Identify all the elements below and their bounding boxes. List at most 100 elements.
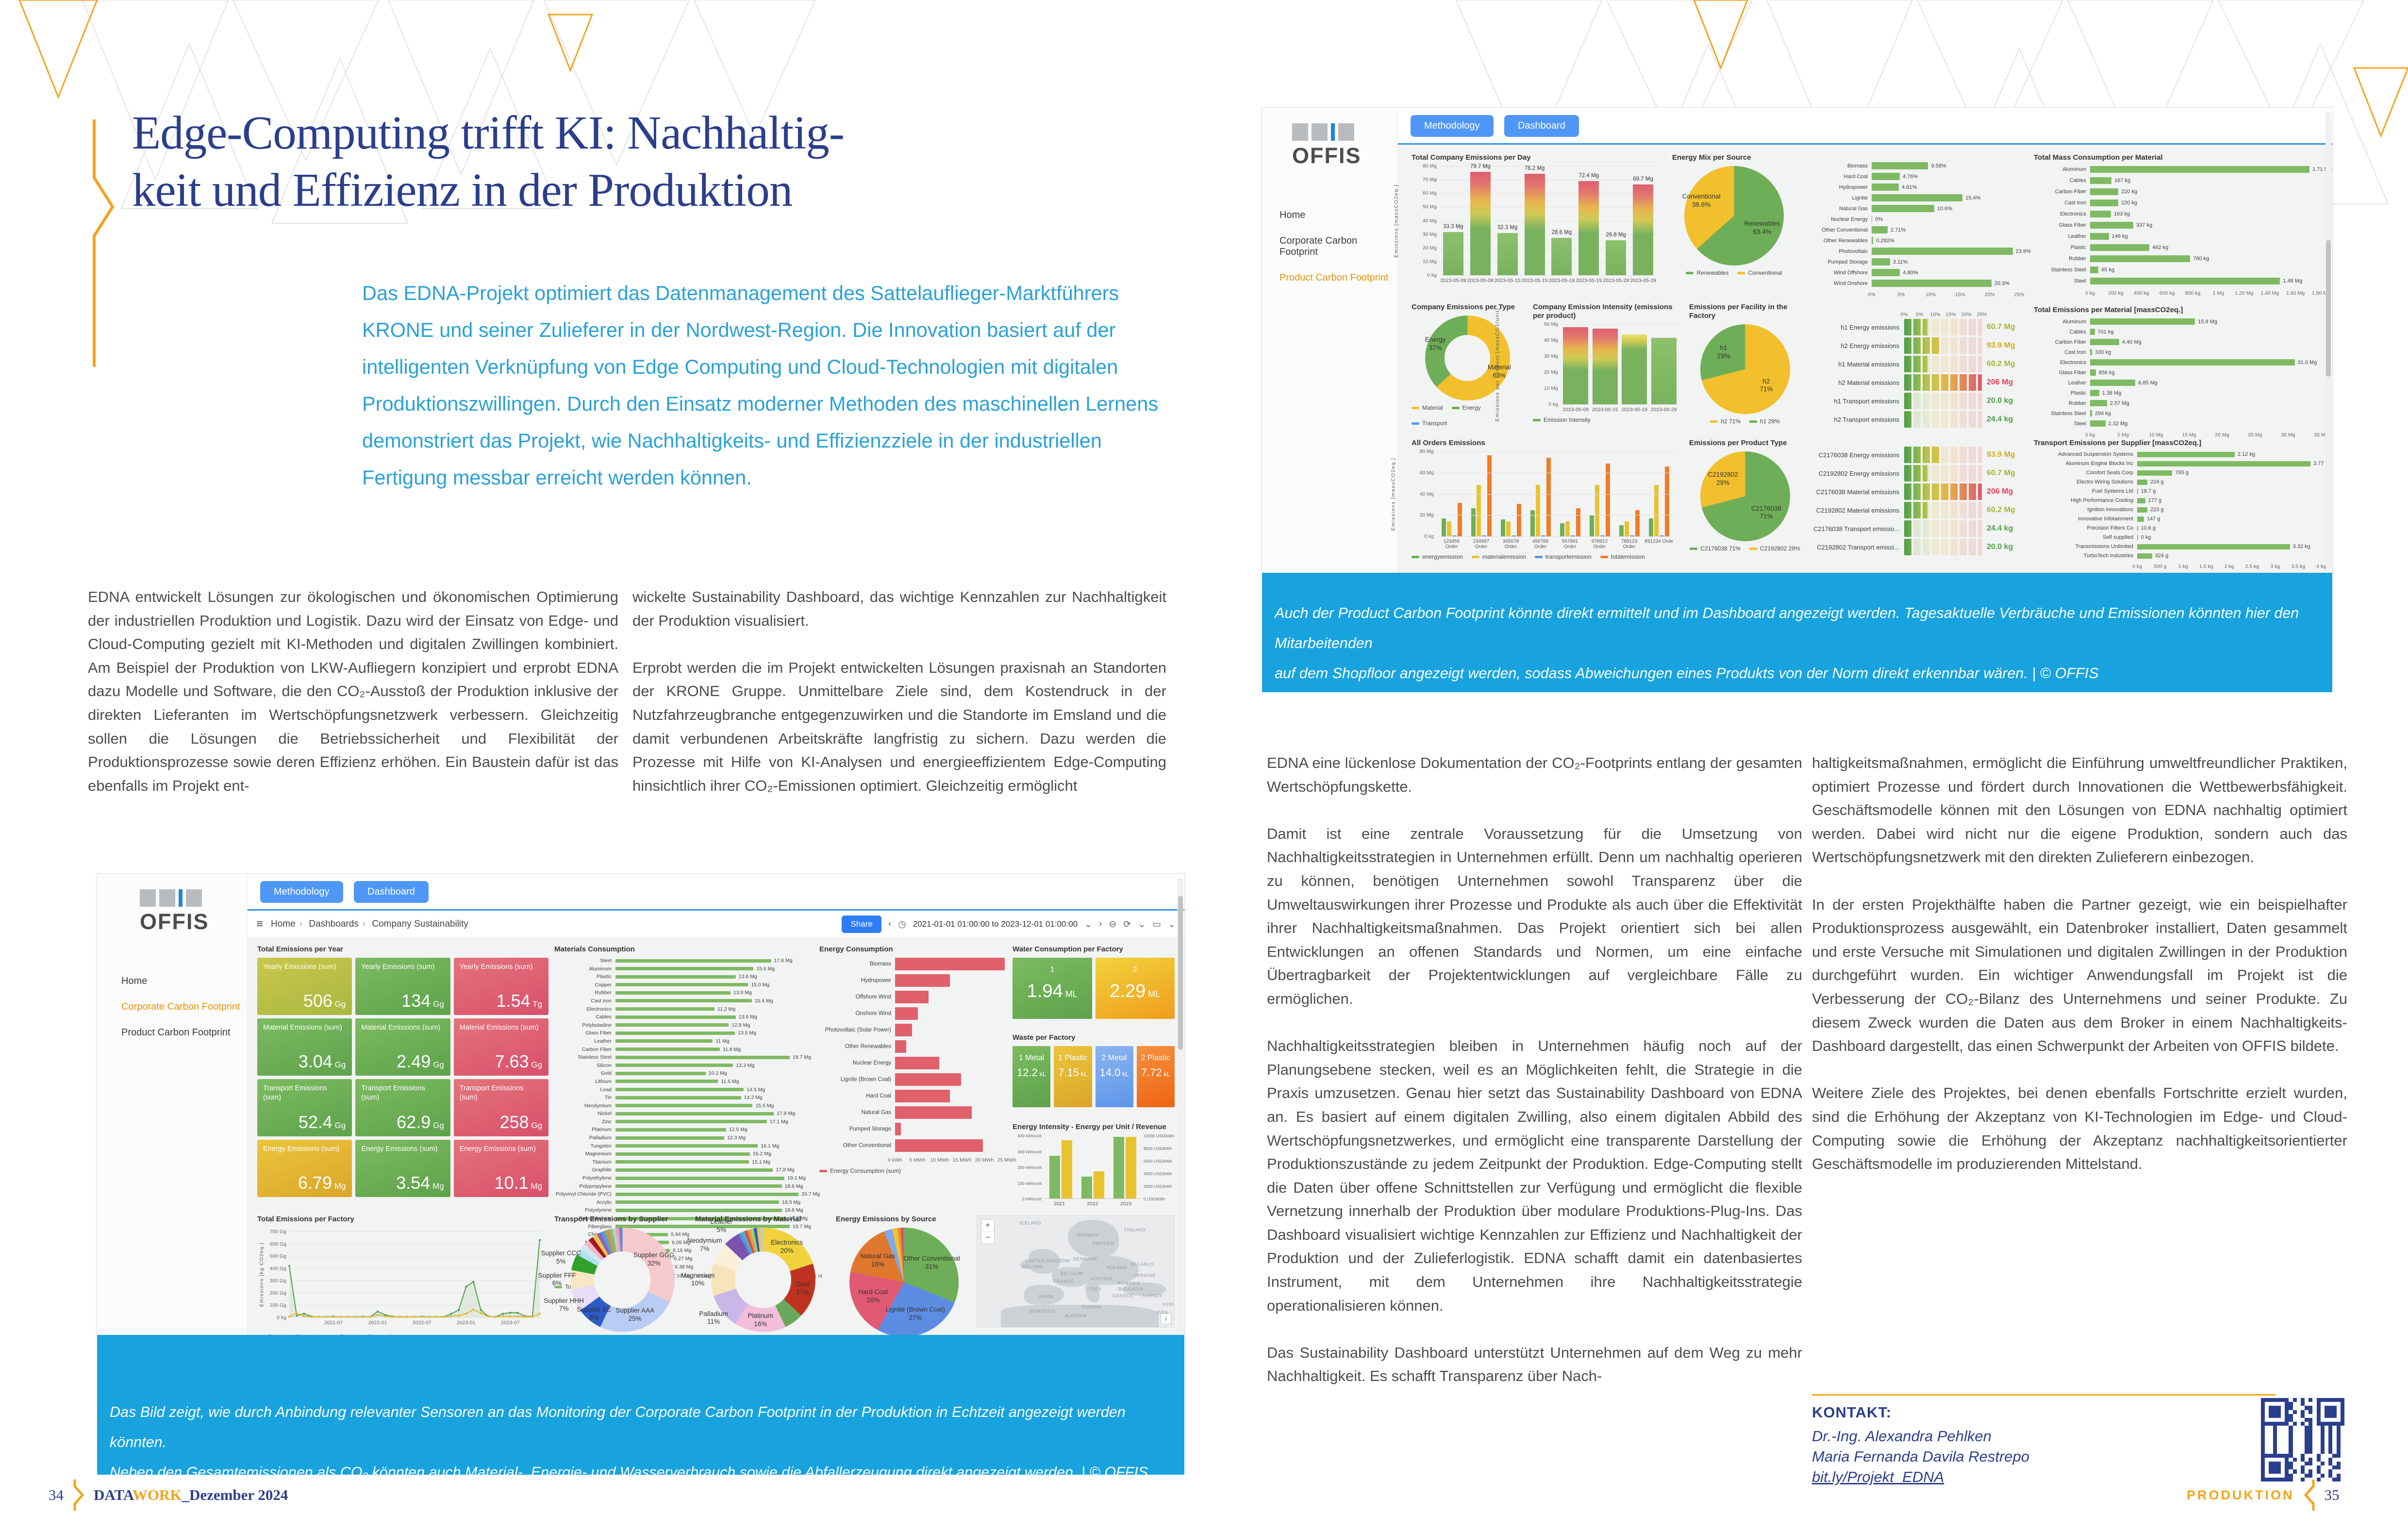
bar	[2137, 451, 2235, 457]
qr-cell	[2265, 1477, 2269, 1481]
heat-row-label: C2176038 Transport emissio...	[1813, 525, 1899, 533]
qr-cell	[2281, 1402, 2285, 1406]
pie-label: Lignite (Brown Coal) 27%	[885, 1306, 945, 1322]
zoom-out-button[interactable]: −	[985, 1233, 990, 1242]
project-link[interactable]: bit.ly/Projekt_EDNA	[1812, 1468, 1944, 1485]
sidebar-item-product-carbon-footprint[interactable]: Product Carbon Footprint	[1279, 272, 1389, 283]
kpi-value: 52.4 Gg	[298, 1112, 346, 1132]
bar-label: Ignition Innovations	[2087, 507, 2133, 513]
share-button[interactable]: Share	[842, 915, 881, 933]
qr-cell	[2336, 1430, 2341, 1434]
qr-cell	[2320, 1437, 2325, 1442]
pie-label-name: Material	[1487, 364, 1511, 371]
scrollbar[interactable]	[1178, 878, 1183, 1331]
qr-cell	[2261, 1457, 2265, 1462]
prev-range-icon[interactable]: ‹	[888, 919, 892, 929]
chart-title: All Orders Emissions	[1412, 439, 1485, 447]
sidebar-item-corporate-carbon-footprint[interactable]: Corporate Carbon Footprint	[121, 1001, 240, 1012]
kwh-bar	[1081, 1176, 1092, 1198]
sidebar-item-corporate-carbon-footprint[interactable]: Corporate Carbon Footprint	[1279, 235, 1358, 257]
sidebar-item-home[interactable]: Home	[1279, 210, 1306, 220]
zoom-in-button[interactable]: +	[981, 1220, 994, 1232]
sidebar-item-home[interactable]: Home	[121, 976, 148, 986]
qr-cell	[2269, 1410, 2273, 1414]
heat-row-value: 206 Mg	[1987, 378, 2013, 386]
refresh-icon[interactable]: ⟳	[1123, 919, 1131, 930]
qr-cell	[2265, 1462, 2269, 1465]
bar-value: 5.94 Mg	[671, 1231, 690, 1238]
qr-code	[2261, 1398, 2344, 1481]
pie-label-value: 6%	[552, 1280, 562, 1287]
pie-label-value: 36.6%	[1692, 201, 1711, 209]
qr-cell	[2277, 1402, 2281, 1406]
kpi-label: Yearly Emissions (sum)	[263, 963, 336, 971]
bar-label: Nuclear Energy	[852, 1060, 891, 1066]
bar	[615, 1080, 718, 1083]
bar-row: Aluminum 1.71 Mg	[2034, 166, 2332, 173]
pie-label: Hard Coal 20%	[858, 1288, 888, 1305]
left-tick: 200 kWh/unit	[1017, 1165, 1042, 1170]
kpi-label: Transport Emissions (sum)	[459, 1084, 524, 1101]
qr-cell	[2325, 1454, 2328, 1458]
qr-cell	[2273, 1453, 2277, 1458]
pie-label-name: Neodymium	[687, 1237, 722, 1245]
bar-row: Leather 146 kg	[2034, 233, 2321, 240]
more-dropdown-icon[interactable]: ⌄	[1168, 919, 1176, 930]
bar-label: Aluminum	[2062, 166, 2086, 172]
qr-cell	[2328, 1430, 2333, 1434]
group-bar	[1635, 510, 1640, 536]
qr-cell	[2265, 1406, 2269, 1410]
y-tick: 70 Mg	[1422, 177, 1437, 183]
bar-row: Graphite 17.8 Mg	[554, 1167, 814, 1173]
next-range-icon[interactable]: ›	[1099, 919, 1102, 929]
bar-area: 19.1 Mg	[615, 1175, 814, 1181]
qr-cell	[2308, 1426, 2313, 1430]
qr-cell	[2297, 1465, 2301, 1469]
bar-value: 13.0 Mg	[733, 990, 752, 996]
bar-row: Other Conventional 2.71%	[1806, 226, 2019, 233]
scrollbar[interactable]	[2325, 112, 2331, 569]
bar-row: Pumped Storage 3.11%	[1806, 258, 2019, 266]
heat-strip	[1904, 411, 1982, 428]
pie-label: Material 63%	[1488, 364, 1511, 380]
bar-area: 2.12 kg	[2137, 451, 2321, 457]
range-dropdown-icon[interactable]: ⌄	[1084, 919, 1093, 930]
time-range[interactable]: 2021-01-01 01:00:00 to 2023-12-01 01:00:…	[913, 919, 1078, 929]
axis-tick: 25%	[2014, 292, 2025, 298]
map-zoom-control[interactable]: + −	[981, 1219, 995, 1244]
methodology-button[interactable]: Methodology	[1411, 115, 1494, 137]
qr-cell	[2336, 1473, 2341, 1478]
breadcrumb-home[interactable]: Home	[271, 919, 296, 929]
dashboard-button[interactable]: Dashboard	[353, 881, 429, 903]
sidebar-item-product-carbon-footprint[interactable]: Product Carbon Footprint	[121, 1027, 231, 1038]
column-value: 72.4 Mg	[1578, 173, 1599, 179]
bar-label: Acrylic	[597, 1199, 612, 1205]
bar	[615, 1104, 753, 1108]
menu-icon[interactable]: ≡	[256, 917, 264, 931]
qr-cell	[2312, 1430, 2316, 1434]
bar-value: 3.32 kg	[2292, 544, 2310, 549]
zoom-out-icon[interactable]: ⊖	[1109, 919, 1117, 930]
qr-cell	[2332, 1446, 2336, 1449]
qr-cell	[2289, 1469, 2292, 1473]
heat-row-label: h1 Transport emissions	[1834, 397, 1899, 405]
bar-label: Photovoltaic	[1839, 248, 1868, 254]
total-emissions-per-factory-chart: Total Emissions per Factory 700 Gg 600 Gg 5…	[257, 1215, 548, 1340]
display-icon[interactable]: ▭	[1152, 919, 1162, 930]
qr-cell	[2312, 1426, 2316, 1430]
column-bar: 79.7 Mg	[1470, 164, 1491, 275]
bar-label: Pumped Storage	[1827, 259, 1868, 265]
qr-cell	[2300, 1402, 2305, 1406]
bar	[1872, 162, 1928, 169]
breadcrumb-dashboards[interactable]: Dashboards	[309, 919, 359, 929]
qr-cell	[2316, 1457, 2321, 1462]
qr-cell	[2308, 1457, 2313, 1462]
qr-cell	[2300, 1477, 2305, 1481]
dashboard-button[interactable]: Dashboard	[1504, 115, 1579, 137]
qr-cell	[2269, 1446, 2273, 1449]
methodology-button[interactable]: Methodology	[260, 881, 343, 903]
europe-map[interactable]: ICELAND NORWAY SWEDEN FINLAND UNITED KINGDOM…	[977, 1215, 1175, 1328]
x-labels: 2023-05-09 2023-05-15 2023-05-19 2023-05-29	[1561, 407, 1678, 413]
qr-cell	[2300, 1414, 2305, 1418]
refresh-dropdown-icon[interactable]: ⌄	[1138, 919, 1146, 930]
